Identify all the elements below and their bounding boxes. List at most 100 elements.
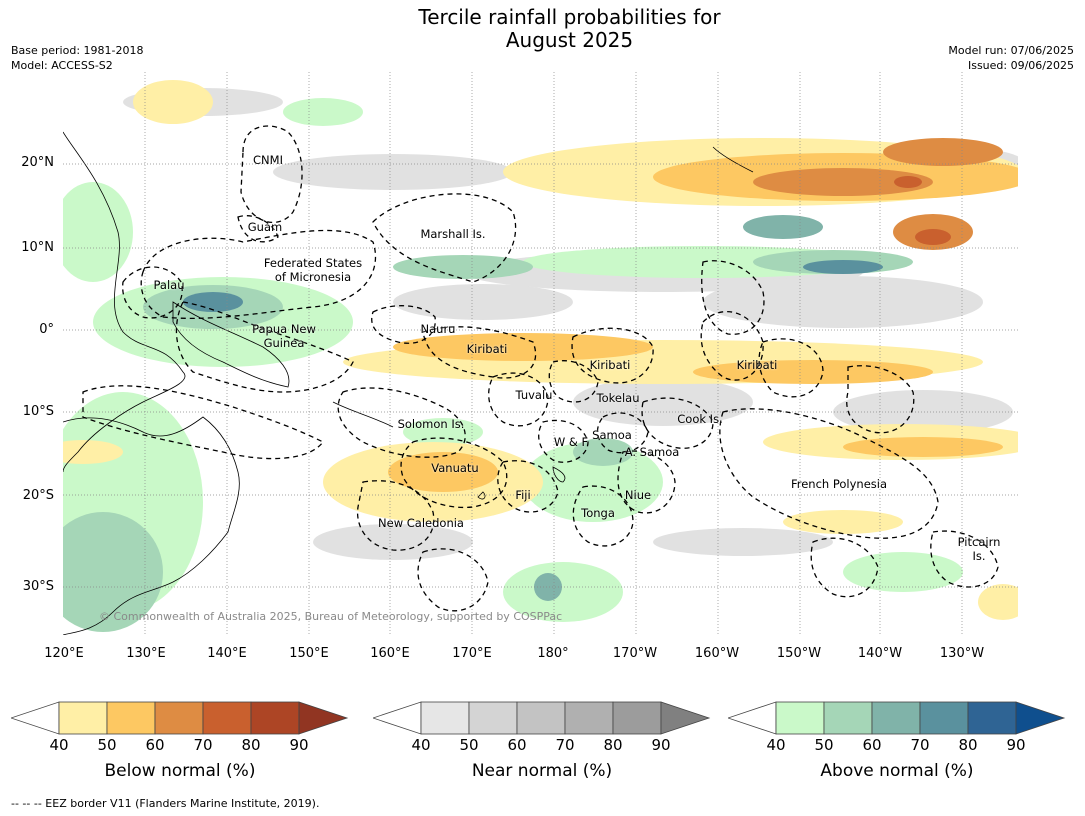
lat-label-20s: 20°S <box>22 488 54 503</box>
lon-label-130w: 130°W <box>939 646 985 661</box>
colorbar-tick: 90 <box>1006 736 1026 754</box>
map-title: Tercile rainfall probabilities for Augus… <box>0 6 1085 52</box>
graticule <box>63 72 1018 635</box>
title-line-2: August 2025 <box>505 28 634 52</box>
colorbar-segment <box>612 701 662 735</box>
region-label-kiribati-east: Kiribati <box>736 358 778 372</box>
copyright-text: © Commonwealth of Australia 2025, Bureau… <box>99 610 563 623</box>
region-label-cnmi: CNMI <box>253 153 283 167</box>
region-label-fiji: Fiji <box>515 488 531 502</box>
lon-label-150w: 150°W <box>776 646 822 661</box>
region-label-fsm-line1: Federated States <box>263 256 363 270</box>
colorbar-tick: 80 <box>241 736 261 754</box>
landmasses <box>63 131 754 635</box>
colorbar-tick: 40 <box>766 736 786 754</box>
region-label-cook: Cook Is. <box>677 412 723 426</box>
colorbar-segment <box>202 701 252 735</box>
above-normal-areas <box>63 98 963 632</box>
region-label-tonga: Tonga <box>581 506 615 520</box>
region-label-solomon: Solomon Is. <box>397 417 465 431</box>
region-label-vanuatu: Vanuatu <box>431 461 479 475</box>
lat-label-10s: 10°S <box>22 404 54 419</box>
colorbar-tick: 70 <box>193 736 213 754</box>
colorbar-tick: 40 <box>411 736 431 754</box>
meta-right: Model run: 07/06/2025 Issued: 09/06/2025 <box>948 43 1074 73</box>
legend-label-below-normal: Below normal (%) <box>104 761 256 781</box>
colorbar-segment <box>871 701 921 735</box>
colorbar-ticks: 40 50 60 70 80 90 <box>373 736 711 754</box>
meta-left: Base period: 1981-2018 Model: ACCESS-S2 <box>11 43 143 73</box>
map-area <box>63 72 1018 635</box>
lon-label-170w: 170°W <box>612 646 658 661</box>
colorbar-segment <box>11 701 60 735</box>
lon-label-120e: 120°E <box>44 646 84 661</box>
region-label-nauru: Nauru <box>420 322 456 336</box>
colorbar-below-normal <box>11 701 349 735</box>
region-label-tokelau: Tokelau <box>596 391 640 405</box>
colorbar-tick: 60 <box>862 736 882 754</box>
lon-label-140w: 140°W <box>857 646 903 661</box>
lat-label-0: 0° <box>39 322 54 337</box>
colorbar-segment <box>106 701 156 735</box>
colorbar-tick: 80 <box>958 736 978 754</box>
rainfall-map <box>63 72 1018 635</box>
colorbar-segment <box>660 701 711 735</box>
colorbar-segment <box>775 701 825 735</box>
lat-label-10n: 10°N <box>21 240 54 255</box>
eez-borders <box>82 125 999 612</box>
model-name: Model: ACCESS-S2 <box>11 59 113 72</box>
colorbar-tick: 70 <box>555 736 575 754</box>
colorbar-segment <box>420 701 470 735</box>
region-label-palau: Palau <box>153 278 185 292</box>
colorbar-segment <box>468 701 518 735</box>
colorbar-segment <box>58 701 108 735</box>
legend-above-normal: 40 50 60 70 80 90 Above normal (%) <box>728 700 1066 781</box>
lon-label-160w: 160°W <box>694 646 740 661</box>
lon-label-150e: 150°E <box>289 646 329 661</box>
colorbar-segment <box>564 701 614 735</box>
colorbar-tick: 50 <box>459 736 479 754</box>
region-label-png-line2: Guinea <box>263 336 305 350</box>
region-label-pitcairn-line2: Is. <box>972 549 986 563</box>
colorbar-above-normal <box>728 701 1066 735</box>
colorbar-segment <box>298 701 349 735</box>
region-label-guam: Guam <box>247 220 283 234</box>
lat-label-30s: 30°S <box>22 579 54 594</box>
colorbar-segment <box>823 701 873 735</box>
lon-label-180: 180° <box>537 646 569 661</box>
colorbar-segment <box>250 701 300 735</box>
colorbar-ticks: 40 50 60 70 80 90 <box>11 736 349 754</box>
below-normal-areas <box>63 80 1018 620</box>
colorbar-tick: 70 <box>910 736 930 754</box>
colorbar-segment <box>154 701 204 735</box>
colorbar-segment <box>967 701 1017 735</box>
region-label-wallis-futuna: W & F <box>553 435 589 449</box>
colorbar-tick: 90 <box>651 736 671 754</box>
colorbar-tick: 60 <box>145 736 165 754</box>
colorbar-tick: 50 <box>97 736 117 754</box>
lon-label-130e: 130°E <box>126 646 166 661</box>
colorbar-near-normal <box>373 701 711 735</box>
colorbar-tick: 90 <box>289 736 309 754</box>
region-label-png-line1: Papua New <box>252 322 316 336</box>
region-label-kiribati-west: Kiribati <box>466 342 508 356</box>
issued-date: Issued: 09/06/2025 <box>967 59 1074 72</box>
legend-label-near-normal: Near normal (%) <box>471 761 613 781</box>
colorbar-segment <box>516 701 566 735</box>
colorbar-tick: 80 <box>603 736 623 754</box>
legend-below-normal: 40 50 60 70 80 90 Below normal (%) <box>11 700 349 781</box>
legend-near-normal: 40 50 60 70 80 90 Near normal (%) <box>373 700 711 781</box>
region-label-pitcairn-line1: Pitcairn <box>957 535 1001 549</box>
region-label-samoa: Samoa <box>592 428 632 442</box>
region-label-tuvalu: Tuvalu <box>515 388 553 402</box>
legend-row: 40 50 60 70 80 90 Below normal (%) 40 50… <box>0 700 1085 790</box>
lat-label-20n: 20°N <box>21 155 54 170</box>
legend-label-above-normal: Above normal (%) <box>820 761 974 781</box>
colorbar-segment <box>919 701 969 735</box>
base-period: Base period: 1981-2018 <box>11 44 144 57</box>
lon-label-170e: 170°E <box>452 646 492 661</box>
region-label-fsm-line2: of Micronesia <box>274 270 352 284</box>
colorbar-tick: 60 <box>507 736 527 754</box>
colorbar-tick: 50 <box>814 736 834 754</box>
region-label-french-polynesia: French Polynesia <box>790 477 888 491</box>
